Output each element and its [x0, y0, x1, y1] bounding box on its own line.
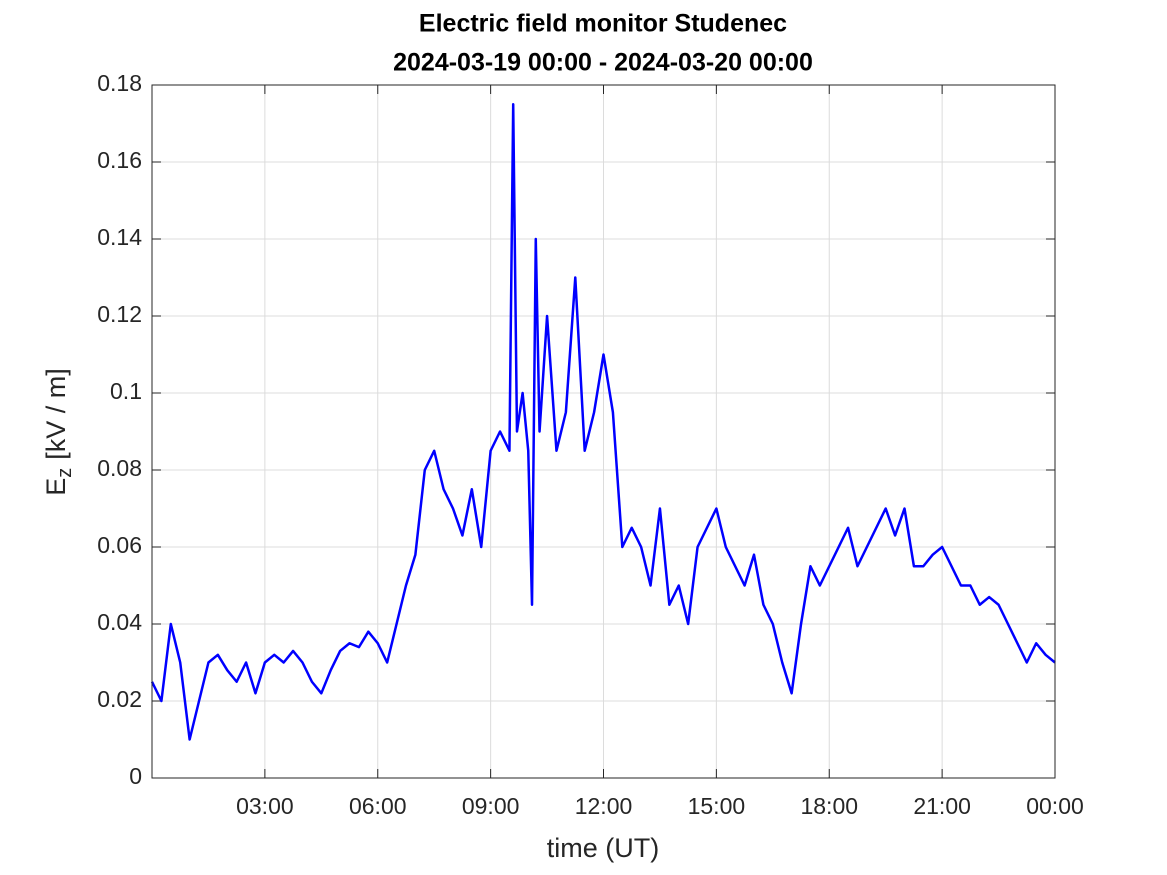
data-line	[150, 103, 1056, 741]
x-tick-label: 21:00	[913, 793, 971, 819]
x-axis-label: time (UT)	[547, 833, 659, 863]
x-tick-label: 03:00	[236, 793, 294, 819]
chart-subtitle: 2024-03-19 00:00 - 2024-03-20 00:00	[393, 49, 813, 77]
y-tick-label: 0.06	[97, 532, 142, 558]
plot-frame	[151, 84, 1056, 779]
y-tick-label: 0.08	[97, 455, 142, 481]
x-tick-label: 12:00	[575, 793, 633, 819]
y-label-unit: [kV / m]	[41, 368, 71, 460]
y-label-subscript: z	[54, 468, 76, 478]
x-tick-label: 00:00	[1026, 793, 1084, 819]
x-tick-label: 15:00	[688, 793, 746, 819]
y-axis-label: Ez [kV / m]	[41, 368, 76, 496]
y-tick-label: 0.02	[97, 686, 142, 712]
x-tick-label: 18:00	[800, 793, 858, 819]
y-tick-label: 0.18	[97, 70, 142, 96]
y-tick-label: 0.1	[110, 378, 142, 404]
x-tick-label: 06:00	[349, 793, 407, 819]
y-tick-label: 0.16	[97, 147, 142, 173]
x-tick-label: 09:00	[462, 793, 520, 819]
y-tick-label: 0	[129, 763, 142, 789]
y-tick-label: 0.04	[97, 609, 142, 635]
y-label-symbol: E	[41, 478, 71, 496]
chart-title: Electric field monitor Studenec	[419, 10, 787, 38]
y-tick-label: 0.12	[97, 301, 142, 327]
y-tick-label: 0.14	[97, 224, 142, 250]
